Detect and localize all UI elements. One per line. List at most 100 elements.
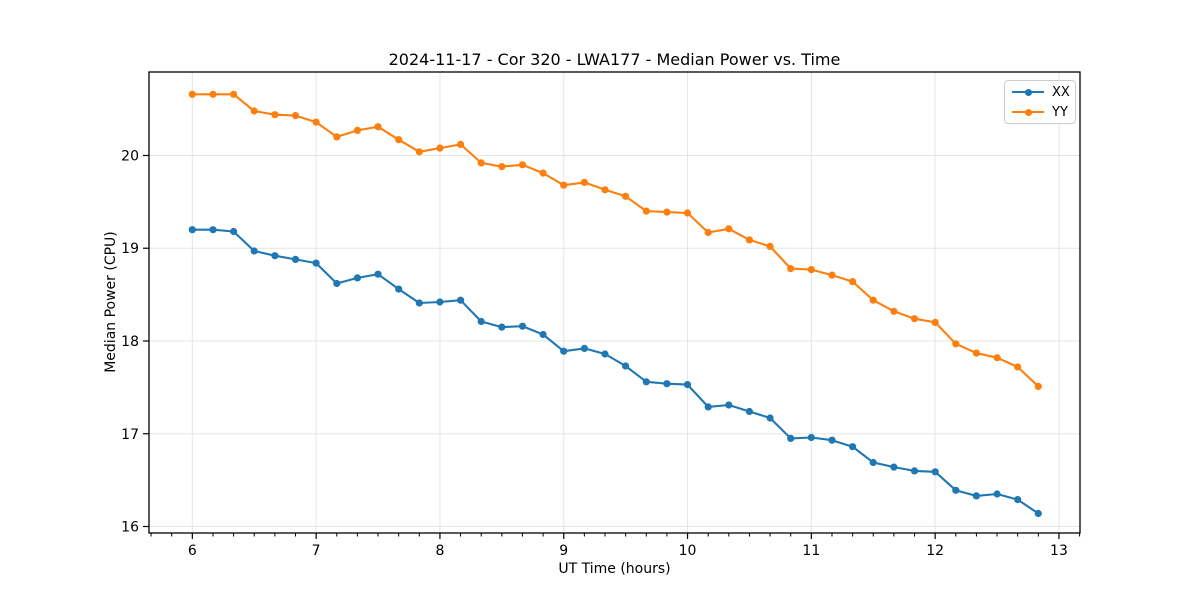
series-yy-point <box>704 228 712 237</box>
series-yy-point <box>333 133 341 141</box>
series-yy-point <box>869 296 877 304</box>
series-xx-point <box>910 467 919 475</box>
series-yy-point <box>395 136 403 144</box>
axes-border <box>148 71 1081 534</box>
series-xx-point <box>374 270 382 278</box>
series-yy-point <box>993 354 1001 362</box>
series-xx-point <box>291 255 300 263</box>
legend-label-yy: YY <box>1052 104 1068 120</box>
series-xx-point <box>477 317 485 326</box>
series-yy-point <box>725 225 733 233</box>
y-tick-label: 16 <box>121 520 139 536</box>
x-tick-label: 9 <box>559 543 568 559</box>
series-yy-point <box>188 90 196 98</box>
series-yy-point <box>849 278 857 286</box>
series-xx-point <box>188 226 196 234</box>
x-tick-label: 13 <box>1050 543 1068 559</box>
series-yy-point <box>457 140 465 148</box>
series-xx-point <box>663 380 671 388</box>
y-axis-label: Median Power (CPU) <box>103 231 119 373</box>
series-yy-point <box>787 265 795 273</box>
legend-dot-icon <box>1024 88 1032 96</box>
series-xx-point <box>518 322 527 330</box>
y-tick-label: 20 <box>121 148 139 164</box>
series-yy-point <box>312 118 320 126</box>
series-yy-point <box>931 318 939 326</box>
series-xx-point <box>312 259 320 267</box>
series-yy-point <box>271 111 279 119</box>
legend-marker-yy <box>1012 108 1044 117</box>
series-yy-point <box>622 192 630 200</box>
series-xx-point <box>436 298 444 306</box>
series-xx-point <box>622 362 630 370</box>
legend-item-yy: YY <box>1012 103 1068 121</box>
legend-dot-icon <box>1024 108 1032 116</box>
series-xx-point <box>807 433 815 442</box>
legend-marker-xx <box>1012 88 1044 97</box>
x-tick-label: 10 <box>679 543 697 559</box>
series-yy-point <box>518 161 527 169</box>
series-yy-point <box>477 159 485 167</box>
series-xx-point <box>230 227 238 236</box>
x-tick-label: 6 <box>188 543 197 559</box>
legend: XX YY <box>1004 80 1076 124</box>
series-xx-point <box>1014 496 1022 504</box>
series-yy-point <box>580 178 589 186</box>
series-yy-point <box>972 349 981 357</box>
series-yy-point <box>291 112 300 120</box>
series-yy-line <box>192 93 1040 388</box>
x-axis-label: UT Time (hours) <box>558 561 671 577</box>
series-xx-point <box>498 323 506 331</box>
legend-item-xx: XX <box>1012 83 1070 101</box>
series-yy-point <box>952 340 960 348</box>
y-tick-label: 19 <box>121 241 139 257</box>
series-xx-point <box>415 299 423 307</box>
series-xx-point <box>890 463 898 471</box>
series-xx-point <box>353 274 361 282</box>
y-tick-label: 18 <box>121 334 139 350</box>
series-xx-point <box>642 378 650 386</box>
series-yy-point <box>683 209 692 217</box>
x-tick-label: 7 <box>312 543 321 559</box>
series-yy-point <box>209 90 217 98</box>
series-xx-point <box>869 458 877 467</box>
series-yy-point <box>560 181 568 189</box>
series-xx-point <box>1034 509 1042 518</box>
x-tick-label: 11 <box>802 543 820 559</box>
series-yy-point <box>766 242 774 250</box>
series-xx-point <box>704 403 712 411</box>
series-xx-point <box>395 285 403 293</box>
series-xx-point <box>580 344 589 352</box>
series-yy-point <box>374 123 382 131</box>
series-yy-point <box>539 169 547 177</box>
chart-title: 2024-11-17 - Cor 320 - LWA177 - Median P… <box>388 50 841 69</box>
series-yy-point <box>415 148 423 156</box>
series-xx-point <box>601 350 609 358</box>
x-tick-label: 12 <box>926 543 944 559</box>
series-yy-point <box>601 186 609 194</box>
series-yy-point <box>828 271 836 279</box>
series-yy-point <box>910 315 919 323</box>
series-xx-point <box>250 247 258 255</box>
series-yy-point <box>745 236 754 244</box>
series-xx-point <box>725 401 733 409</box>
series-yy-point <box>436 144 444 152</box>
series-yy-point <box>890 307 898 315</box>
series-yy-point <box>230 90 238 98</box>
series-xx-point <box>931 468 939 476</box>
series-xx-point <box>828 436 836 444</box>
series-yy-point <box>1034 382 1042 390</box>
x-tick-label: 8 <box>435 543 444 559</box>
series-xx-point <box>209 226 217 234</box>
series-xx-point <box>766 414 774 422</box>
series-yy-point <box>1014 363 1022 371</box>
series-yy-point <box>353 126 361 134</box>
series-xx-point <box>849 443 857 451</box>
series-xx-point <box>539 330 547 339</box>
series-xx-point <box>333 279 341 288</box>
series-yy-point <box>498 163 506 171</box>
series-xx-point <box>271 252 279 260</box>
series-yy-point <box>663 208 671 216</box>
